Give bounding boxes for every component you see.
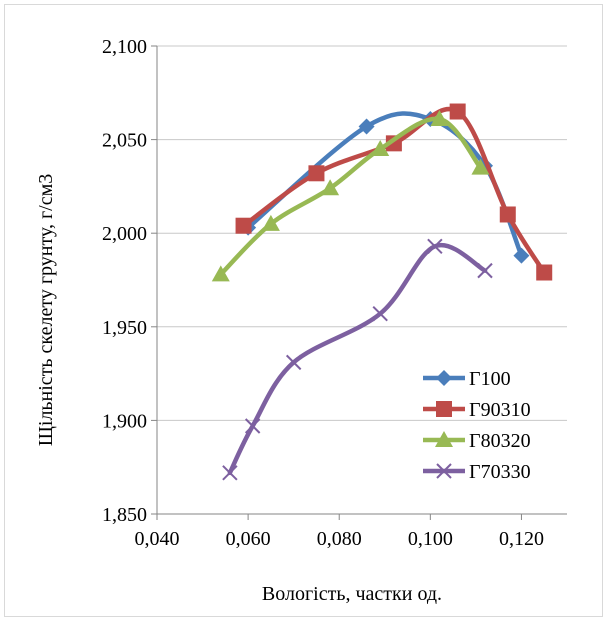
data-point <box>536 264 553 281</box>
data-point <box>513 247 530 264</box>
y-tick-label: 2,000 <box>102 223 147 245</box>
data-point <box>430 110 449 127</box>
series-line <box>245 111 524 258</box>
legend-label: Г100 <box>469 368 511 390</box>
series-2 <box>235 103 553 281</box>
legend-label: Г80320 <box>469 430 531 452</box>
x-tick-label: 0,120 <box>499 528 544 550</box>
data-point <box>371 139 390 156</box>
legend-marker <box>436 401 452 417</box>
data-point <box>285 354 302 371</box>
y-axis-title: Щільність скелету грунту, г/см3 <box>35 174 57 447</box>
data-point <box>235 217 252 234</box>
data-point <box>372 305 388 322</box>
x-axis-title: Вологість, частки од. <box>262 583 442 605</box>
y-tick-label: 2,100 <box>102 36 147 58</box>
y-tick-label: 2,050 <box>102 130 147 152</box>
data-point <box>477 262 493 279</box>
series-line <box>218 116 483 277</box>
data-point <box>471 158 490 175</box>
legend-label: Г90310 <box>469 399 531 421</box>
legend-item: Г80320 <box>423 430 531 452</box>
y-tick-label: 1,850 <box>102 504 147 526</box>
legend-item: Г100 <box>423 368 511 390</box>
series-3 <box>211 110 490 282</box>
series-4 <box>222 238 493 481</box>
legend-item: Г70330 <box>423 461 531 483</box>
x-tick-label: 0,080 <box>317 528 362 550</box>
series-1 <box>240 111 530 264</box>
series-line <box>241 107 547 275</box>
data-point <box>427 238 443 255</box>
chart-area <box>4 4 603 617</box>
data-point <box>261 214 280 231</box>
data-point <box>321 179 340 196</box>
data-point <box>222 465 238 481</box>
data-point <box>211 265 230 282</box>
data-point <box>358 118 375 135</box>
legend-label: Г70330 <box>469 461 531 483</box>
legend-marker <box>436 463 452 479</box>
data-point <box>449 103 466 120</box>
x-tick-label: 0,100 <box>408 528 453 550</box>
data-point <box>499 206 516 223</box>
legend-marker <box>435 431 453 447</box>
y-tick-label: 1,900 <box>102 410 147 432</box>
x-tick-label: 0,040 <box>135 528 180 550</box>
legend: Г100 Г90310 Г80320 Г70330 <box>423 368 531 483</box>
data-point <box>244 418 261 434</box>
y-tick-label: 1,950 <box>102 317 147 339</box>
legend-marker <box>436 370 452 386</box>
x-tick-label: 0,060 <box>226 528 271 550</box>
legend-item: Г90310 <box>423 399 531 421</box>
data-point <box>308 165 325 182</box>
